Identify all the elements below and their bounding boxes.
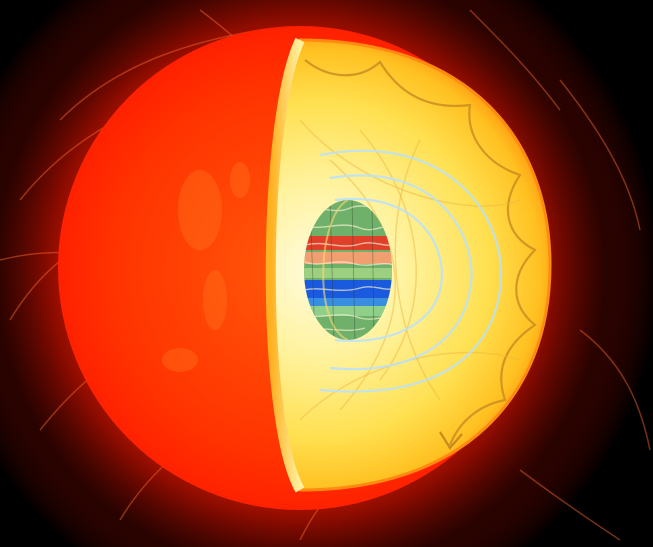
- interior-swirls: [299, 119, 521, 421]
- magnetic-field-lines: [319, 149, 503, 393]
- cut-edge: [265, 37, 305, 493]
- cutaway-interior: [265, 37, 552, 493]
- turbulent-core: [304, 199, 392, 341]
- core-cut-face: [322, 199, 349, 341]
- surface-texture: [162, 162, 250, 372]
- arrow-head-icon: [439, 431, 463, 450]
- convection-cells: [304, 59, 537, 446]
